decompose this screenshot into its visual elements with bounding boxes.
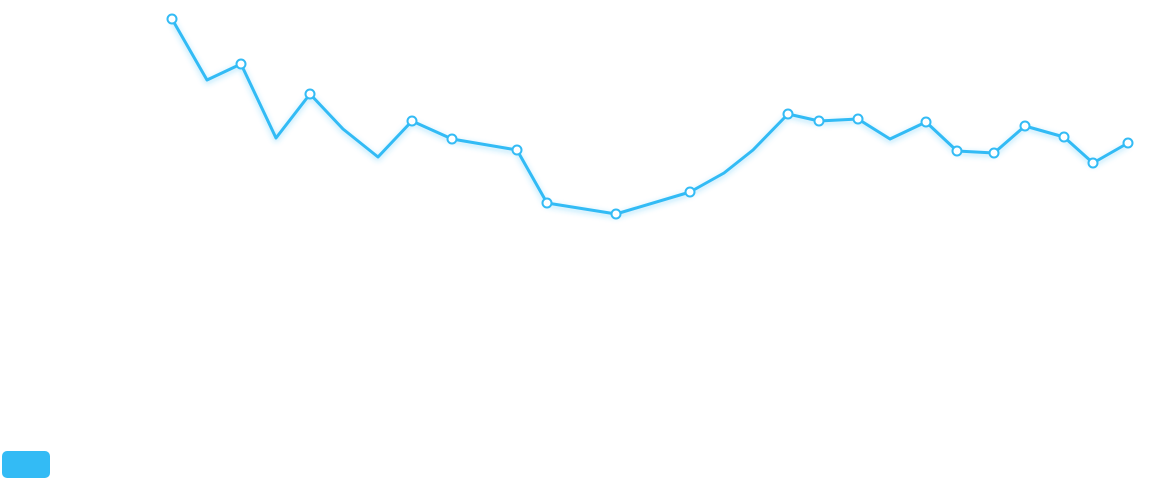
- point: [920, 116, 932, 128]
- point: [1087, 157, 1099, 169]
- point: [1058, 131, 1070, 143]
- point: [304, 88, 316, 100]
- point: [782, 108, 794, 120]
- point: [511, 144, 523, 156]
- point: [988, 147, 1000, 159]
- point: [852, 113, 864, 125]
- line: [170, 18, 1129, 216]
- point: [446, 133, 458, 145]
- point: [541, 197, 553, 209]
- legend-swatch: [2, 451, 50, 478]
- point: [610, 208, 622, 220]
- point: [1122, 137, 1134, 149]
- point: [951, 145, 963, 157]
- point: [1019, 120, 1031, 132]
- point: [813, 115, 825, 127]
- point: [235, 58, 247, 70]
- point: [166, 13, 178, 25]
- point: [684, 186, 696, 198]
- point: [406, 115, 418, 127]
